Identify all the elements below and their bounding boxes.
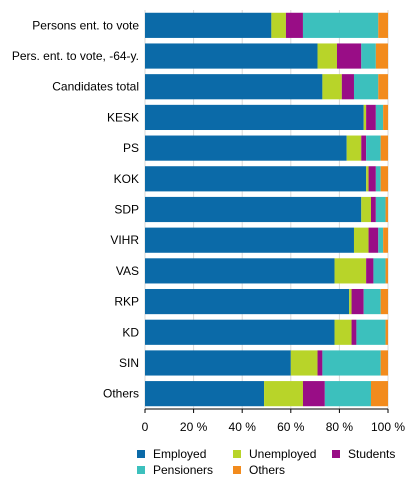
bar-students-7: [368, 227, 379, 253]
bar-others-8: [385, 258, 388, 284]
bar-pensioners-8: [373, 258, 386, 284]
bar-employed-5: [145, 166, 367, 192]
bar-students-0: [285, 12, 303, 38]
category-labels: Persons ent. to vote Pers. ent. to vote, …: [12, 18, 140, 400]
bar-employed-7: [145, 227, 354, 253]
bar-pensioners-7: [378, 227, 384, 253]
bar-unemployed-7: [353, 227, 369, 253]
bar-others-2: [378, 74, 388, 100]
bars: [145, 12, 388, 407]
bar-students-6: [370, 196, 376, 223]
bar-students-10: [351, 319, 357, 345]
bar-pensioners-9: [363, 288, 381, 315]
legend-label-employed: Employed: [153, 447, 206, 461]
bar-others-3: [383, 104, 388, 131]
x-tick-label: 20 %: [180, 420, 208, 434]
category-label: RKP: [114, 295, 139, 309]
category-label: KESK: [107, 110, 139, 124]
bar-pensioners-10: [356, 319, 386, 345]
bar-unemployed-2: [322, 74, 342, 100]
bar-students-3: [366, 104, 376, 131]
category-label: SIN: [119, 356, 139, 370]
bar-students-5: [368, 166, 376, 192]
bar-others-7: [383, 227, 388, 253]
bar-unemployed-11: [290, 350, 318, 376]
category-label: Pers. ent. to vote, -64-y.: [12, 49, 139, 63]
x-axis-ticks: 0 20 % 40 % 60 % 80 % 100 %: [142, 408, 405, 434]
bar-unemployed-3: [363, 104, 367, 131]
category-label: PS: [123, 141, 139, 155]
bar-pensioners-6: [375, 196, 386, 223]
bar-unemployed-10: [334, 319, 352, 345]
bar-unemployed-5: [366, 166, 369, 192]
bar-pensioners-12: [324, 381, 371, 407]
bar-pensioners-3: [375, 104, 384, 131]
category-label: KD: [122, 325, 139, 339]
bar-others-11: [380, 350, 388, 376]
x-tick-label: 100 %: [371, 420, 405, 434]
bar-unemployed-12: [264, 381, 303, 407]
bar-others-1: [375, 43, 388, 69]
bar-employed-4: [145, 135, 347, 161]
bar-pensioners-4: [366, 135, 381, 161]
bar-students-1: [336, 43, 362, 69]
bar-others-4: [380, 135, 388, 161]
bar-unemployed-8: [334, 258, 367, 284]
bar-students-4: [361, 135, 367, 161]
bar-students-11: [317, 350, 323, 376]
x-tick-label: 80 %: [326, 420, 354, 434]
bar-employed-2: [145, 74, 323, 100]
bar-employed-8: [145, 258, 335, 284]
bar-unemployed-1: [317, 43, 337, 69]
bar-others-12: [370, 381, 388, 407]
bar-employed-6: [145, 196, 362, 223]
category-label: KOK: [114, 172, 139, 186]
legend-label-unemployed: Unemployed: [249, 447, 316, 461]
bar-employed-1: [145, 43, 318, 69]
x-tick-label: 40 %: [229, 420, 257, 434]
bar-unemployed-4: [346, 135, 362, 161]
category-label: Others: [103, 387, 139, 401]
bar-unemployed-0: [271, 12, 286, 38]
legend-label-others: Others: [249, 463, 285, 477]
bar-students-2: [341, 74, 354, 100]
bar-pensioners-1: [361, 43, 376, 69]
bar-others-5: [380, 166, 388, 192]
bar-unemployed-9: [349, 288, 352, 315]
category-label: VIHR: [110, 233, 139, 247]
category-label: Candidates total: [52, 80, 139, 94]
bar-students-12: [302, 381, 325, 407]
bar-employed-0: [145, 12, 272, 38]
bar-pensioners-0: [302, 12, 379, 38]
bar-unemployed-6: [361, 196, 371, 223]
bar-pensioners-11: [322, 350, 381, 376]
bar-others-10: [385, 319, 388, 345]
bar-employed-10: [145, 319, 335, 345]
legend-swatch-employed: [137, 450, 145, 458]
legend-label-students: Students: [348, 447, 395, 461]
category-label: VAS: [116, 264, 139, 278]
x-tick-label: 60 %: [277, 420, 305, 434]
x-tick-label: 0: [142, 420, 149, 434]
bar-employed-9: [145, 288, 350, 315]
category-label: SDP: [114, 203, 139, 217]
legend-swatch-students: [332, 450, 340, 458]
legend-swatch-others: [233, 466, 241, 474]
legend-label-pensioners: Pensioners: [153, 463, 213, 477]
bar-pensioners-5: [375, 166, 381, 192]
bar-others-0: [378, 12, 388, 38]
bar-others-9: [380, 288, 388, 315]
legend-swatch-pensioners: [137, 466, 145, 474]
bar-pensioners-2: [353, 74, 379, 100]
bar-employed-11: [145, 350, 291, 376]
legend: Employed Unemployed Students Pensioners Othe…: [137, 447, 395, 477]
category-label: Persons ent. to vote: [32, 18, 139, 32]
bar-employed-3: [145, 104, 364, 131]
bar-students-9: [351, 288, 364, 315]
bar-others-6: [385, 196, 388, 223]
bar-students-8: [366, 258, 374, 284]
legend-swatch-unemployed: [233, 450, 241, 458]
bar-employed-12: [145, 381, 265, 407]
